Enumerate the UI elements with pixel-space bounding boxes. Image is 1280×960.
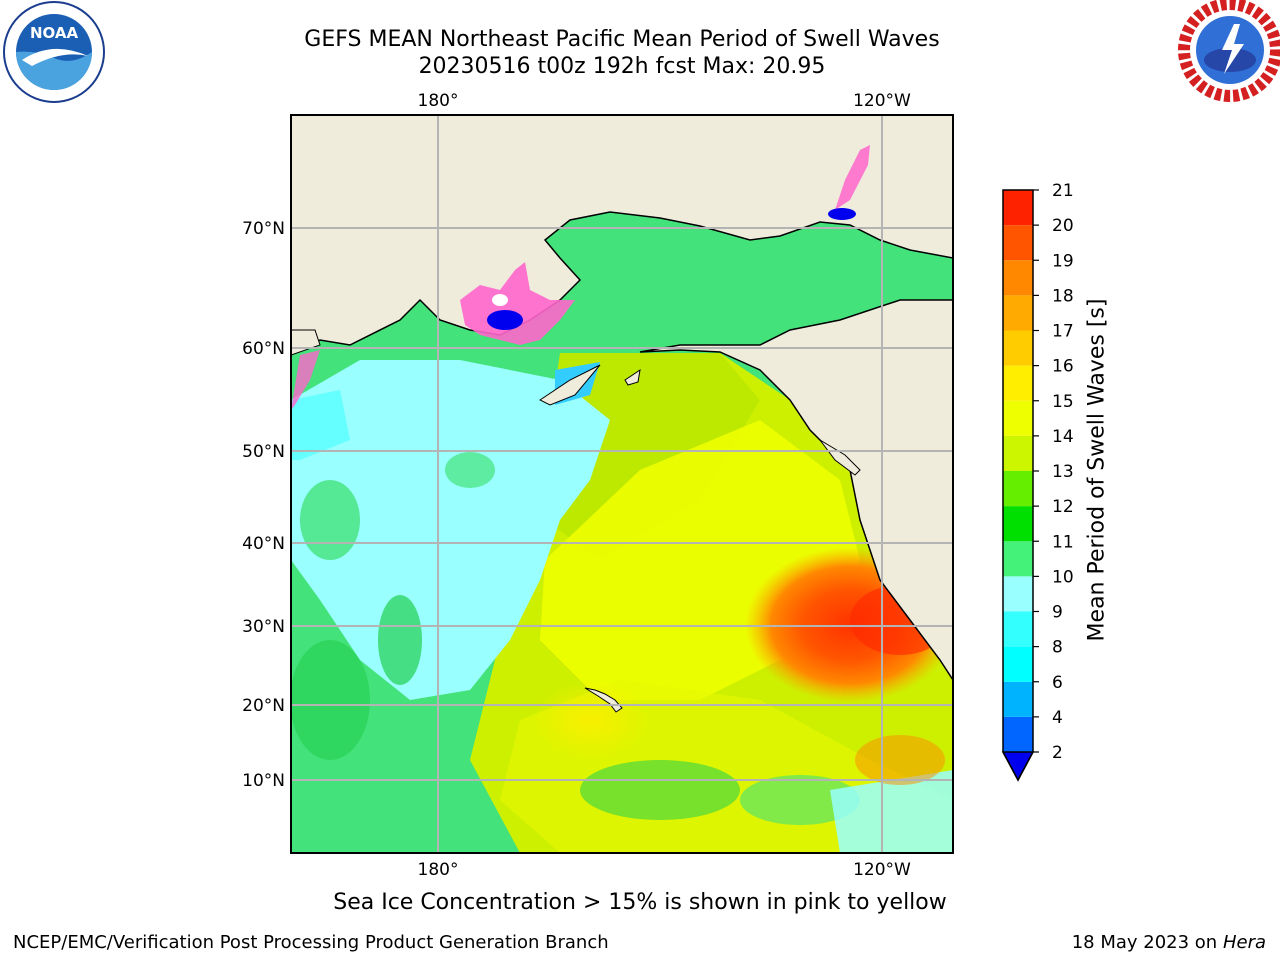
map-panel xyxy=(291,115,953,853)
y-tick-labels: 70°N 60°N 50°N 40°N 30°N 20°N 10°N xyxy=(242,219,285,791)
svg-text:NOAA: NOAA xyxy=(30,24,79,42)
colorbar-segment xyxy=(1003,260,1033,296)
y-tick-label: 70°N xyxy=(242,219,285,239)
colorbar-segment xyxy=(1003,611,1033,647)
colorbar-tick-label: 21 xyxy=(1052,181,1074,201)
alaska-peninsula xyxy=(539,364,601,406)
colorbar-segment xyxy=(1003,190,1033,226)
y-tick-label: 60°N xyxy=(242,339,285,359)
nws-logo xyxy=(1178,0,1280,108)
colorbar-tick-label: 14 xyxy=(1052,427,1074,447)
chart-title: GEFS MEAN Northeast Pacific Mean Period … xyxy=(304,27,940,52)
colorbar-tick-label: 10 xyxy=(1052,567,1074,587)
colorbar-tick-label: 2 xyxy=(1052,743,1063,763)
colorbar-tick-label: 8 xyxy=(1052,638,1063,658)
colorbar: 2 4 6 8 9 10 11 12 13 14 15 16 17 18 19 20 21 xyxy=(1001,181,1074,782)
y-tick-label: 20°N xyxy=(242,696,285,716)
arctic-land xyxy=(291,115,953,356)
colorbar-tick-label: 6 xyxy=(1052,673,1063,693)
colorbar-segment xyxy=(1003,365,1033,401)
run-date-credit: 18 May 2023 on Hera xyxy=(1072,932,1266,953)
colorbar-tick-label: 18 xyxy=(1052,286,1074,306)
colorbar-under-triangle xyxy=(1001,751,1035,782)
colorbar-tick-label: 16 xyxy=(1052,357,1074,377)
x-tick-label-bottom-180: 180° xyxy=(418,860,459,880)
colorbar-segment xyxy=(1003,681,1033,717)
y-tick-label: 40°N xyxy=(242,534,285,554)
colorbar-tick-label: 11 xyxy=(1052,532,1074,552)
chart-subtitle: 20230516 t00z 192h fcst Max: 20.95 xyxy=(418,54,826,79)
y-tick-label: 50°N xyxy=(242,442,285,462)
colorbar-tick-label: 12 xyxy=(1052,497,1074,517)
colorbar-tick-label: 4 xyxy=(1052,708,1063,728)
sea-ice-note: Sea Ice Concentration > 15% is shown in … xyxy=(333,890,947,915)
y-tick-label: 30°N xyxy=(242,617,285,637)
colorbar-segment xyxy=(1003,471,1033,507)
colorbar-segment xyxy=(1003,225,1033,261)
colorbar-segment xyxy=(1003,295,1033,331)
host-name: Hera xyxy=(1222,932,1266,953)
colorbar-tick-label: 17 xyxy=(1052,322,1074,342)
colorbar-segment xyxy=(1003,506,1033,542)
colorbar-tick-label: 15 xyxy=(1052,392,1074,412)
colorbar-tick-label: 9 xyxy=(1052,603,1063,623)
run-date: 18 May 2023 on xyxy=(1071,932,1218,953)
noaa-logo: NOAA xyxy=(2,0,106,108)
x-tick-label-bottom-120w: 120°W xyxy=(853,860,911,880)
x-tick-label-top-180: 180° xyxy=(418,91,459,111)
colorbar-segment xyxy=(1003,576,1033,612)
colorbar-tick-label: 20 xyxy=(1052,216,1074,236)
colorbar-label: Mean Period of Swell Waves [s] xyxy=(1084,298,1110,642)
north-america-land xyxy=(639,115,953,682)
x-tick-label-top-120w: 120°W xyxy=(853,91,911,111)
colorbar-segment xyxy=(1003,330,1033,366)
y-tick-label: 10°N xyxy=(242,771,285,791)
colorbar-segment xyxy=(1003,541,1033,577)
colorbar-outline xyxy=(1002,189,1034,782)
colorbar-segment xyxy=(1003,400,1033,436)
map-frame xyxy=(290,114,954,854)
swell-8-9-zone xyxy=(291,360,610,700)
colorbar-segment xyxy=(1003,716,1033,752)
colorbar-segment xyxy=(1003,435,1033,471)
colorbar-segment xyxy=(1003,646,1033,682)
colorbar-tick-label: 13 xyxy=(1052,462,1074,482)
colorbar-tick-label: 19 xyxy=(1052,251,1074,271)
lat-lon-gridlines xyxy=(291,115,953,853)
producer-credit: NCEP/EMC/Verification Post Processing Pr… xyxy=(13,932,609,953)
